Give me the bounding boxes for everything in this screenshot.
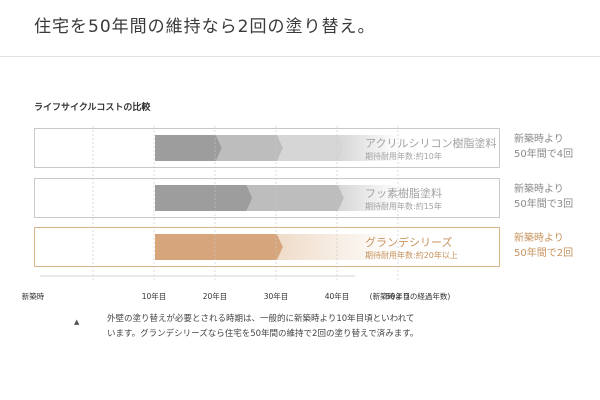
tick-label: 新築時 — [21, 292, 45, 301]
tick-label: 40年目 — [324, 292, 350, 301]
repaint-segment — [216, 135, 283, 161]
note-line2: います。グランデシリーズなら住宅を50年間の維持で2回の塗り替えで済みます。 — [107, 329, 419, 339]
paint-bar-graphic — [155, 135, 399, 161]
repaint-segment — [277, 234, 399, 260]
paint-life: 期待耐用年数:約15年 — [365, 202, 442, 211]
summary-line2: 50年間で3回 — [514, 199, 574, 210]
paint-name: グランデシリーズ — [365, 236, 453, 249]
tick-label: 30年目 — [263, 292, 289, 301]
axis-caption: (新築時よりの経過年数) — [369, 292, 451, 301]
repaint-summary-acrylic-silicone: 新築時より 50年間で4回 — [514, 132, 573, 162]
summary-line1: 新築時より — [514, 233, 564, 244]
page-title: 住宅を50年間の維持なら2回の塗り替え。 — [34, 17, 376, 37]
summary-line2: 50年間で2回 — [514, 248, 574, 259]
section-subtitle: ライフサイクルコストの比較 — [34, 103, 151, 113]
note-triangle-icon: ▲ — [74, 318, 80, 326]
repaint-summary-fluororesin: 新築時より 50年間で3回 — [514, 182, 573, 212]
repaint-segment — [246, 185, 344, 211]
paint-row-grande-series: グランデシリーズ 期待耐用年数:約20年以上 — [34, 227, 500, 267]
tick-label: 50年目 — [385, 292, 411, 301]
note-text: 外壁の塗り替えが必要とされる時期は、一般的に新築時より10年目頃といわれて いま… — [107, 312, 418, 342]
tick-label: 20年目 — [202, 292, 228, 301]
repaint-segment — [338, 135, 399, 161]
paint-life: 期待耐用年数:約20年以上 — [365, 251, 458, 260]
tick-label: 10年目 — [141, 292, 167, 301]
paint-bar-graphic — [155, 185, 399, 211]
repaint-summary-grande-series: 新築時より 50年間で2回 — [514, 231, 573, 261]
paint-name: フッ素樹脂塗料 — [365, 187, 442, 200]
repaint-segment — [155, 185, 253, 211]
repaint-segment — [155, 234, 283, 260]
paint-life: 期待耐用年数:約10年 — [365, 152, 442, 161]
repaint-segment — [277, 135, 344, 161]
paint-row-acrylic-silicone: アクリルシリコン樹脂塗料 期待耐用年数:約10年 — [34, 128, 500, 168]
paint-row-fluororesin: フッ素樹脂塗料 期待耐用年数:約15年 — [34, 178, 500, 218]
repaint-segment — [338, 185, 399, 211]
summary-line1: 新築時より — [514, 134, 564, 145]
note-line1: 外壁の塗り替えが必要とされる時期は、一般的に新築時より10年目頃といわれて — [107, 314, 415, 324]
paint-bar-graphic — [155, 234, 399, 260]
repaint-segment — [155, 135, 222, 161]
title-divider — [0, 56, 600, 57]
summary-line2: 50年間で4回 — [514, 149, 574, 160]
summary-line1: 新築時より — [514, 184, 564, 195]
